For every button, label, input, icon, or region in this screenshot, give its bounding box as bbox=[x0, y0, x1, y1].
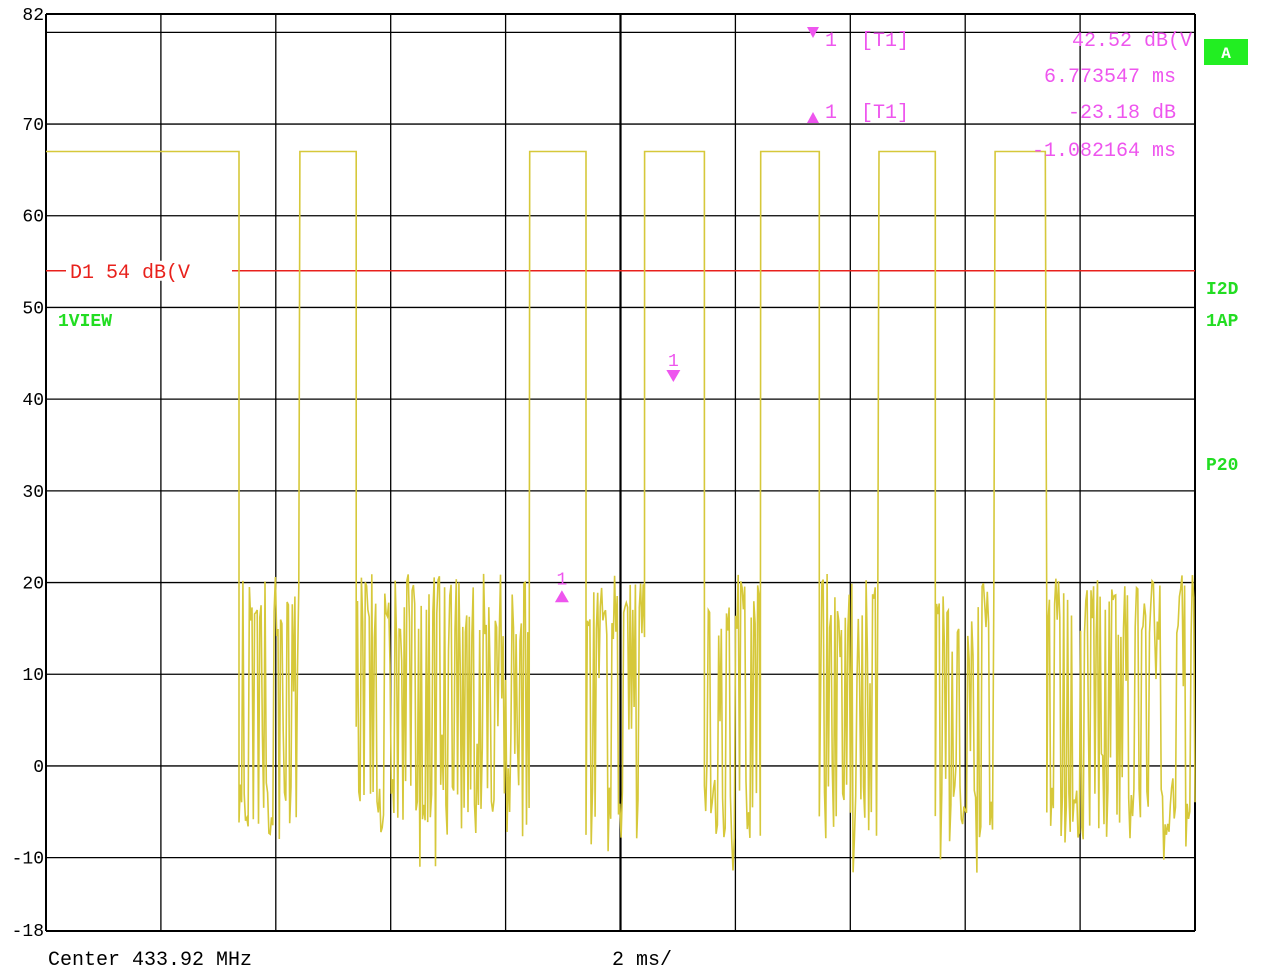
y-tick-label: -10 bbox=[12, 850, 44, 870]
y-tick-label: 20 bbox=[22, 575, 44, 595]
y-tick-label: 10 bbox=[22, 666, 44, 686]
y-tick-label: 70 bbox=[22, 116, 44, 136]
y-tick-label: 40 bbox=[22, 391, 44, 411]
display-line-label: D1 54 dB(V bbox=[70, 262, 190, 285]
marker2-value: -23.18 dB bbox=[1068, 102, 1176, 125]
markers: 11 bbox=[554, 352, 681, 603]
y-tick-label: 30 bbox=[22, 483, 44, 503]
trace-badge-label: A bbox=[1221, 45, 1231, 63]
view-label: 1VIEW bbox=[58, 312, 112, 332]
marker-up-triangle-icon bbox=[807, 112, 819, 123]
trace-1 bbox=[46, 150, 1196, 873]
marker-down-triangle-icon bbox=[807, 27, 819, 38]
y-tick-label: 50 bbox=[22, 299, 44, 319]
display-line: D1 54 dB(V bbox=[46, 260, 1195, 285]
display-line-label-background bbox=[66, 260, 232, 281]
y-tick-label: -18 bbox=[12, 922, 44, 942]
marker2-tag: 1 [T1] bbox=[825, 102, 909, 125]
marker-up-icon bbox=[554, 590, 569, 603]
trace-badge: A bbox=[1204, 39, 1248, 65]
marker-down-icon bbox=[666, 370, 681, 383]
marker2-time: -1.082164 ms bbox=[1032, 140, 1176, 163]
y-tick-label: 0 bbox=[33, 758, 44, 778]
right-label-1ap: 1AP bbox=[1206, 312, 1239, 332]
footer-center-frequency: Center 433.92 MHz bbox=[48, 949, 252, 972]
marker-readout: 1 [T1] 42.52 dB(V 6.773547 ms 1 [T1] -23… bbox=[807, 27, 1192, 163]
trace-badge-background bbox=[1204, 39, 1248, 65]
marker-label: 1 bbox=[668, 352, 679, 372]
y-axis-tick-labels: 82 70 60 50 40 30 20 10 0 -10 -18 bbox=[12, 6, 44, 942]
y-tick-label: 60 bbox=[22, 208, 44, 228]
marker1-tag: 1 [T1] bbox=[825, 30, 909, 53]
marker1-value: 42.52 dB(V bbox=[1072, 30, 1192, 53]
marker-label: 1 bbox=[556, 570, 567, 590]
y-tick-label: 82 bbox=[22, 6, 44, 26]
footer-time-per-division: 2 ms/ bbox=[612, 949, 672, 972]
right-label-p20: P20 bbox=[1206, 456, 1238, 476]
right-label-i2d: I2D bbox=[1206, 280, 1239, 300]
marker1-time: 6.773547 ms bbox=[1044, 66, 1176, 89]
